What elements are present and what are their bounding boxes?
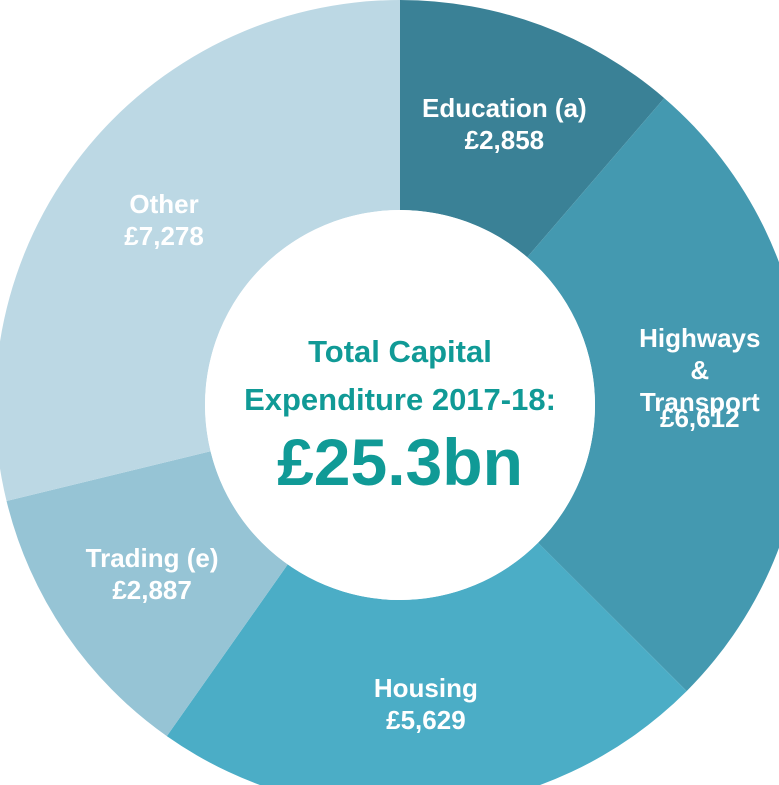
- segment-name: Other: [129, 188, 199, 219]
- donut-hole: [205, 210, 595, 600]
- donut-segment: [527, 98, 779, 692]
- segment-value: £7,278: [124, 220, 204, 251]
- segment-value: £6,612: [660, 402, 740, 433]
- total-label: £25.3bn: [277, 425, 523, 499]
- chart-title: Total Capital Expenditure 2017-18:: [244, 334, 556, 417]
- segment-value: £2,858: [464, 124, 545, 155]
- segment-value: £2,887: [112, 574, 192, 605]
- segment-name: Housing: [373, 672, 478, 703]
- donut-segment: [0, 0, 400, 501]
- segment-value: £5,629: [386, 704, 466, 735]
- segment-name: Education (a): [422, 92, 587, 123]
- segment-name: Trading (e): [85, 542, 219, 573]
- segment-name: Highways & Transport: [639, 322, 761, 417]
- donut-segment: [400, 0, 665, 258]
- donut-segment: [6, 451, 288, 737]
- donut-segment: [166, 542, 687, 785]
